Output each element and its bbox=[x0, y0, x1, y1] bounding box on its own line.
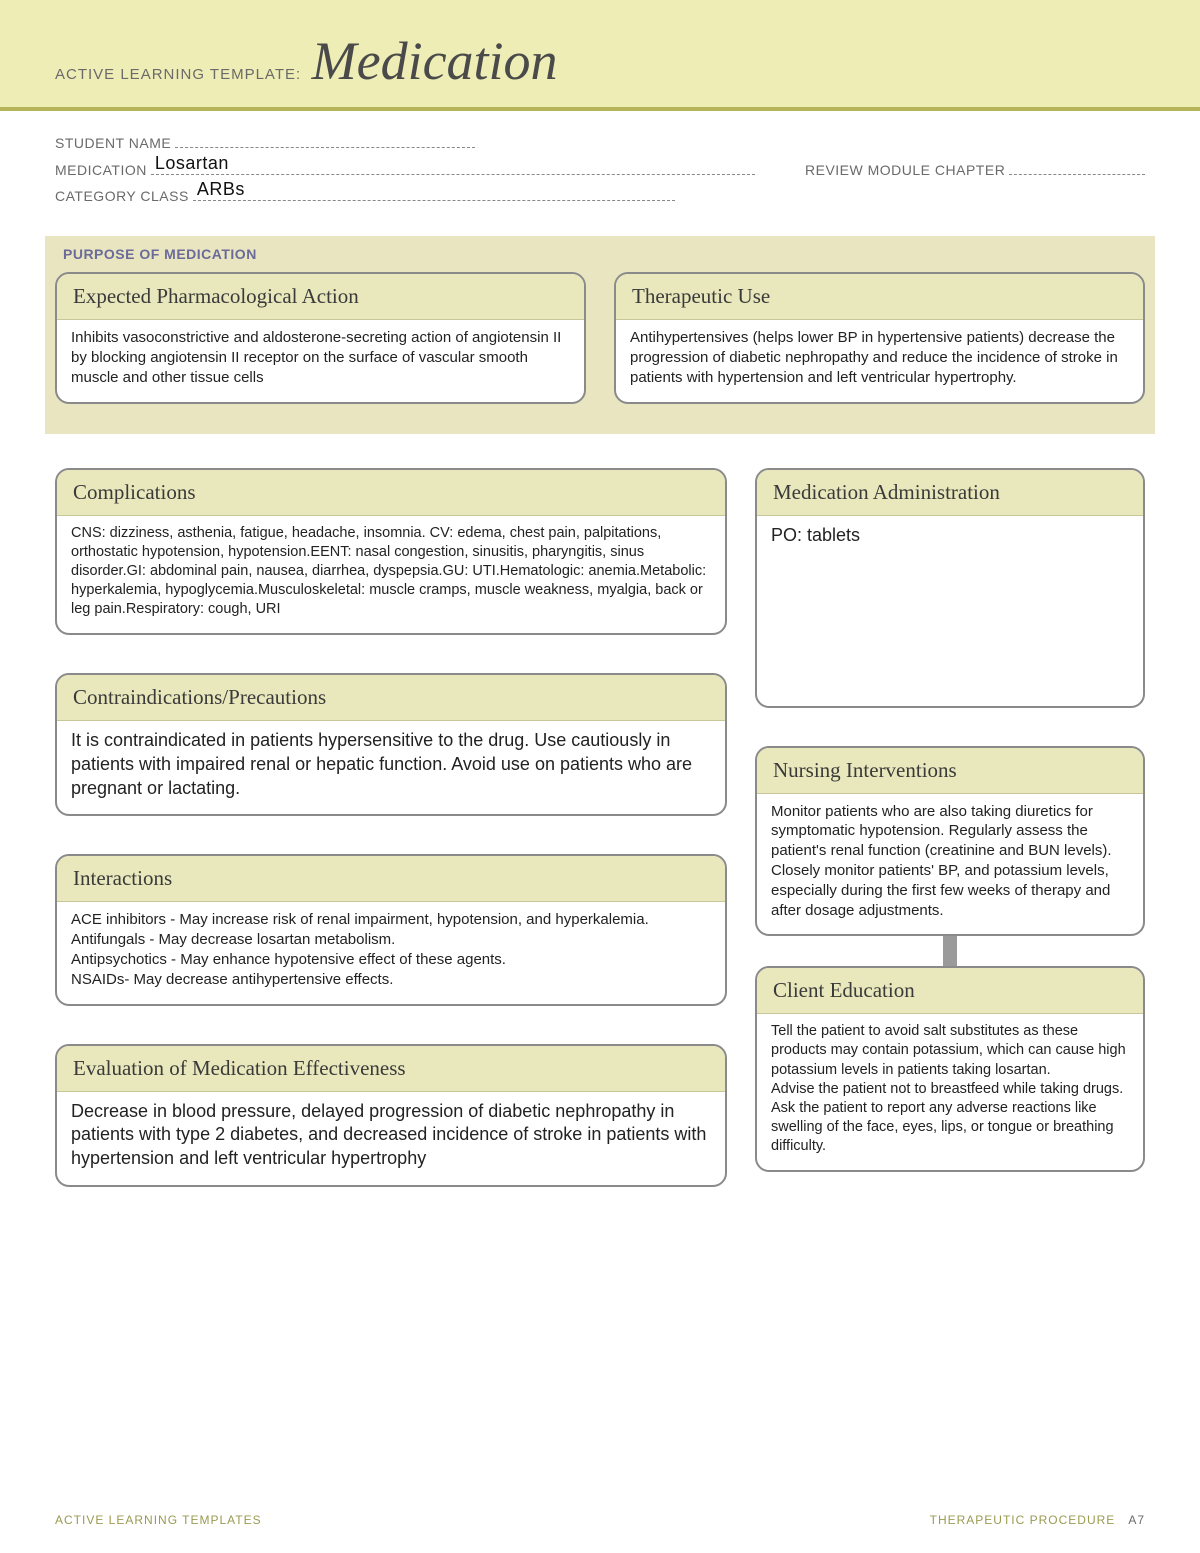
footer: ACTIVE LEARNING TEMPLATES THERAPEUTIC PR… bbox=[55, 1513, 1145, 1527]
complications-card: Complications CNS: dizziness, asthenia, … bbox=[55, 468, 727, 636]
purpose-section: PURPOSE OF MEDICATION Expected Pharmacol… bbox=[45, 236, 1155, 433]
header-band: ACTIVE LEARNING TEMPLATE: Medication bbox=[0, 0, 1200, 111]
therapeutic-use-card: Therapeutic Use Antihypertensives (helps… bbox=[614, 272, 1145, 403]
template-title: Medication bbox=[312, 31, 558, 91]
nursing-body: Monitor patients who are also taking diu… bbox=[757, 794, 1143, 935]
right-column: Medication Administration PO: tablets Nu… bbox=[755, 468, 1145, 1187]
left-column: Complications CNS: dizziness, asthenia, … bbox=[55, 468, 727, 1187]
evaluation-title: Evaluation of Medication Effectiveness bbox=[57, 1046, 725, 1092]
footer-left: ACTIVE LEARNING TEMPLATES bbox=[55, 1513, 262, 1527]
student-label: STUDENT NAME bbox=[55, 135, 171, 151]
therapeutic-use-title: Therapeutic Use bbox=[616, 274, 1143, 320]
evaluation-card: Evaluation of Medication Effectiveness D… bbox=[55, 1044, 727, 1187]
page: ACTIVE LEARNING TEMPLATE: Medication STU… bbox=[0, 0, 1200, 1553]
medication-row: MEDICATION Losartan REVIEW MODULE CHAPTE… bbox=[55, 159, 1145, 177]
footer-right-label: THERAPEUTIC PROCEDURE bbox=[930, 1513, 1116, 1527]
contraindications-body: It is contraindicated in patients hypers… bbox=[57, 721, 725, 814]
administration-card: Medication Administration PO: tablets bbox=[755, 468, 1145, 708]
administration-title: Medication Administration bbox=[757, 470, 1143, 516]
pharm-action-body: Inhibits vasoconstrictive and aldosteron… bbox=[57, 320, 584, 401]
student-input[interactable] bbox=[175, 133, 475, 148]
complications-body: CNS: dizziness, asthenia, fatigue, heada… bbox=[57, 516, 725, 634]
medication-value: Losartan bbox=[155, 153, 229, 174]
client-education-title: Client Education bbox=[757, 968, 1143, 1014]
purpose-title: PURPOSE OF MEDICATION bbox=[55, 246, 1145, 272]
complications-title: Complications bbox=[57, 470, 725, 516]
category-label: CATEGORY CLASS bbox=[55, 188, 189, 204]
pharm-action-title: Expected Pharmacological Action bbox=[57, 274, 584, 320]
category-row: CATEGORY CLASS ARBs bbox=[55, 186, 675, 204]
client-education-body: Tell the patient to avoid salt substitut… bbox=[757, 1014, 1143, 1170]
nursing-card: Nursing Interventions Monitor patients w… bbox=[755, 746, 1145, 937]
review-input[interactable] bbox=[1009, 159, 1145, 174]
spacer bbox=[755, 708, 1145, 746]
contraindications-title: Contraindications/Precautions bbox=[57, 675, 725, 721]
category-value: ARBs bbox=[197, 179, 245, 200]
interactions-title: Interactions bbox=[57, 856, 725, 902]
nursing-title: Nursing Interventions bbox=[757, 748, 1143, 794]
footer-right: THERAPEUTIC PROCEDURE A7 bbox=[930, 1513, 1145, 1527]
evaluation-body: Decrease in blood pressure, delayed prog… bbox=[57, 1092, 725, 1185]
interactions-body: ACE inhibitors - May increase risk of re… bbox=[57, 902, 725, 1003]
interactions-card: Interactions ACE inhibitors - May increa… bbox=[55, 854, 727, 1005]
medication-label: MEDICATION bbox=[55, 162, 147, 178]
pharm-action-card: Expected Pharmacological Action Inhibits… bbox=[55, 272, 586, 403]
connector bbox=[943, 936, 957, 966]
form-area: STUDENT NAME MEDICATION Losartan REVIEW … bbox=[0, 111, 1200, 222]
category-input[interactable]: ARBs bbox=[193, 186, 675, 201]
client-education-card: Client Education Tell the patient to avo… bbox=[755, 966, 1145, 1172]
review-label: REVIEW MODULE CHAPTER bbox=[805, 162, 1005, 178]
therapeutic-use-body: Antihypertensives (helps lower BP in hyp… bbox=[616, 320, 1143, 401]
student-row: STUDENT NAME bbox=[55, 133, 475, 151]
administration-body: PO: tablets bbox=[757, 516, 1143, 562]
contraindications-card: Contraindications/Precautions It is cont… bbox=[55, 673, 727, 816]
footer-page: A7 bbox=[1128, 1513, 1145, 1527]
lower-grid: Complications CNS: dizziness, asthenia, … bbox=[0, 434, 1200, 1187]
medication-input[interactable]: Losartan bbox=[151, 159, 755, 174]
template-prefix: ACTIVE LEARNING TEMPLATE: bbox=[55, 66, 301, 83]
